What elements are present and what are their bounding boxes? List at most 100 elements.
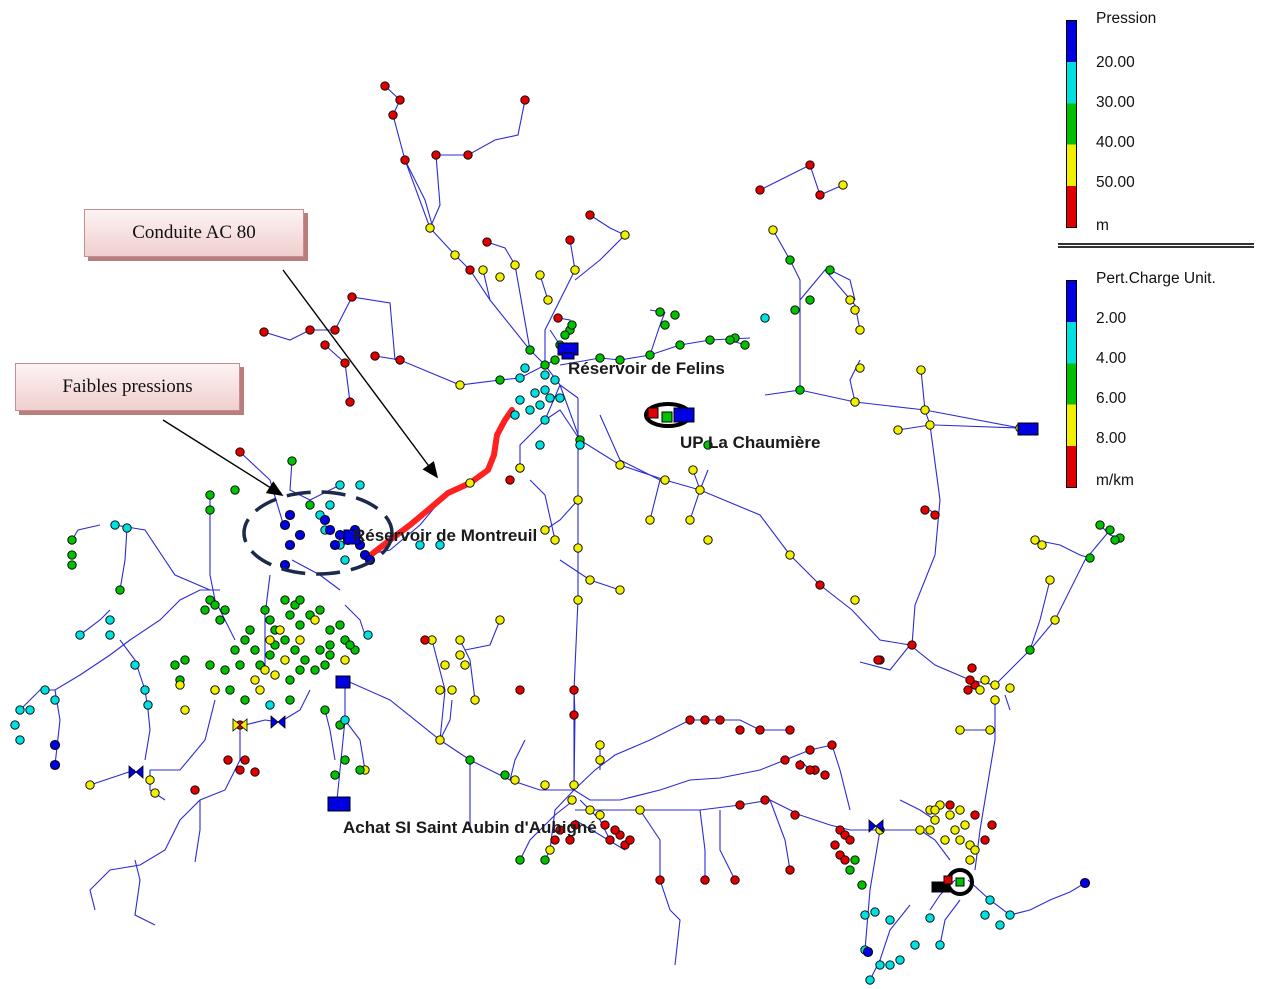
network-node [180,655,190,665]
network-node [573,543,583,553]
network-node [785,725,795,735]
network-node [300,655,310,665]
network-node [585,210,595,220]
network-node [605,835,615,845]
network-node [967,663,977,673]
pipe [19,589,220,711]
network-node [319,514,331,526]
network-node [920,505,930,515]
pipe [974,700,996,871]
legend-pression-tick: 50.00 [1096,174,1135,191]
reservoir-montreuil-icon [343,529,361,545]
network-node [925,825,935,835]
network-node [435,685,445,695]
network-node [950,825,960,835]
network-node [380,81,390,91]
pipe [919,829,951,861]
network-node [510,260,520,270]
network-node [334,529,346,541]
network-node [345,640,355,650]
network-node [615,585,625,595]
network-node [520,363,530,373]
pump-icon [647,407,659,419]
network-node [785,550,795,560]
network-node [540,360,550,370]
legend-perte-colorbar [1066,280,1077,488]
network-node [975,685,985,695]
network-node [795,760,805,770]
valve-icon [128,765,144,779]
network-node [795,385,805,395]
network-node [825,265,835,275]
network-node [930,815,940,825]
network-node [545,393,555,403]
network-node [460,660,470,670]
network-node [175,680,185,690]
network-node [455,635,465,645]
network-node [440,660,450,670]
network-node [920,405,930,415]
tank-icon [335,675,351,689]
network-node [569,780,579,790]
network-node [730,875,740,885]
pipe [344,719,366,771]
network-node [703,535,713,545]
network-node [965,855,975,865]
network-node [235,660,245,670]
network-node [215,615,225,625]
network-node [985,725,995,735]
pipe [544,499,579,531]
pipe [829,269,856,301]
network-node [425,223,435,233]
network-node [325,650,335,660]
network-node [790,305,800,315]
network-node [955,805,965,815]
pipe [544,239,576,365]
pipe [459,639,476,701]
pipe [239,451,286,531]
network-node [850,855,860,865]
network-node [540,780,550,790]
network-node [915,825,925,835]
network-node [815,190,825,200]
network-node [340,715,350,725]
network-node [790,810,800,820]
network-node [259,327,269,337]
network-node [363,630,373,640]
network-node [465,755,475,765]
network-node [255,685,265,695]
network-node [600,820,610,830]
network-node [482,237,492,247]
network-node [535,400,545,410]
arrow-conduite [282,269,438,478]
network-node [845,295,855,305]
network-node [840,855,850,865]
network-node [1045,575,1055,585]
network-node [340,358,350,368]
network-node [505,475,515,485]
pipe [573,689,576,791]
network-node [305,500,315,510]
network-node [925,913,935,923]
network-node [955,725,965,735]
network-node [857,880,867,890]
network-node [620,230,630,240]
legend-pression-tick: 30.00 [1096,94,1135,111]
network-node [520,95,530,105]
network-node [540,415,550,425]
network-node [670,310,680,320]
network-node [925,420,935,430]
pump-icon [931,881,951,893]
legend-pression-tick: 40.00 [1096,134,1135,151]
network-node [595,810,605,820]
network-node [570,265,580,275]
network-node [655,875,665,885]
network-node [543,295,553,305]
network-node [990,695,1000,705]
network-node [145,775,155,785]
network-node [550,535,560,545]
network-node [330,770,340,780]
network-node [355,765,365,775]
network-node [595,755,605,765]
network-node [285,675,295,685]
